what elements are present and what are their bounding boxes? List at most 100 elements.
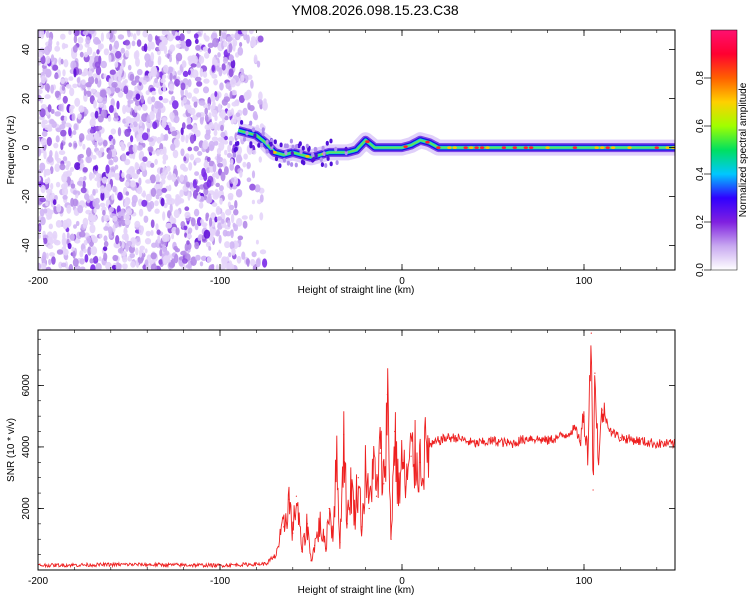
noise-blob (217, 52, 221, 58)
noise-blob (208, 121, 214, 128)
noise-blob (185, 38, 192, 47)
noise-blob (145, 179, 152, 184)
noise-blob (117, 69, 122, 78)
x-tick-label: 0 (399, 576, 405, 587)
noise-blob (161, 178, 166, 185)
noise-blob (83, 175, 87, 181)
snr-point (274, 557, 276, 559)
noise-blob (127, 100, 131, 108)
snr-point (339, 541, 341, 543)
noise-blob (182, 258, 188, 264)
noise-blob (103, 226, 109, 231)
noise-blob (83, 88, 87, 97)
noise-blob (111, 193, 115, 201)
noise-blob (84, 193, 90, 200)
noise-blob (40, 137, 47, 146)
noise-blob (235, 188, 243, 198)
noise-blob (150, 67, 157, 77)
noise-blob (163, 64, 169, 73)
noise-blob (194, 76, 202, 82)
noise-blob (87, 70, 93, 78)
snr-point (350, 483, 352, 485)
noise-blob (175, 227, 180, 236)
noise-blob (134, 105, 138, 113)
x-tick-label: -100 (210, 276, 230, 287)
noise-blob (93, 99, 97, 109)
top-xlabel: Height of straight line (km) (298, 285, 415, 296)
noise-blob (108, 159, 114, 166)
noise-blob (64, 122, 72, 128)
noise-blob (233, 114, 237, 124)
noise-blob (127, 64, 132, 71)
signal-scatter (297, 143, 301, 149)
noise-blob (250, 38, 257, 48)
noise-blob (214, 216, 218, 223)
noise-blob (155, 111, 161, 121)
snr-point (446, 437, 449, 439)
noise-blob (180, 127, 184, 136)
noise-blob (103, 252, 108, 262)
noise-blob (124, 50, 130, 58)
noise-blob (120, 47, 126, 54)
signal-peak (474, 146, 479, 150)
signal-peak (272, 151, 277, 154)
noise-blob (122, 263, 128, 270)
noise-blob (151, 96, 156, 103)
noise-blob (89, 118, 96, 127)
noise-blob (172, 100, 179, 110)
noise-blob (141, 199, 148, 207)
noise-blob (72, 130, 77, 136)
noise-blob (224, 115, 229, 121)
noise-blob (177, 70, 182, 76)
signal-peak (654, 146, 659, 150)
noise-blob (195, 44, 201, 51)
noise-blob (140, 95, 145, 104)
snr-point (656, 443, 658, 445)
noise-blob (94, 141, 98, 148)
noise-blob (162, 154, 169, 161)
noise-blob (200, 255, 208, 261)
signal-scatter (329, 161, 333, 167)
noise-blob (170, 198, 175, 205)
snr-point (405, 486, 407, 488)
noise-blob (198, 100, 206, 106)
signal-peak (479, 146, 485, 150)
noise-blob (112, 224, 116, 233)
noise-blob (262, 101, 268, 111)
noise-blob (100, 89, 107, 98)
snr-point (510, 443, 512, 445)
signal-peak (501, 146, 507, 150)
noise-blob (69, 87, 75, 97)
noise-blob (136, 168, 141, 175)
noise-blob (125, 116, 132, 124)
noise-blob (194, 223, 199, 231)
noise-blob (38, 94, 42, 102)
signal-scatter (335, 160, 339, 166)
signal-scatter (273, 139, 277, 145)
signal-peak (436, 146, 441, 150)
noise-blob (40, 55, 46, 65)
noise-blob (173, 138, 180, 148)
noise-blob (60, 262, 67, 268)
noise-blob (139, 161, 147, 172)
noise-blob (94, 132, 100, 142)
noise-blob (220, 124, 224, 132)
noise-blob (74, 162, 81, 171)
noise-blob (101, 96, 108, 105)
noise-blob (165, 222, 172, 229)
noise-blob (221, 98, 228, 106)
signal-scatter (290, 162, 294, 167)
noise-blob (109, 43, 113, 52)
noise-blob (72, 258, 79, 267)
noise-blob (95, 172, 101, 178)
noise-blob (86, 156, 90, 163)
snr-point (314, 544, 316, 547)
noise-blob (126, 90, 134, 98)
signal-scatter (234, 146, 238, 152)
signal-scatter (321, 145, 325, 151)
noise-blob (78, 231, 86, 238)
noise-blob (62, 171, 69, 178)
noise-blob (187, 191, 191, 201)
noise-blob (124, 122, 130, 128)
